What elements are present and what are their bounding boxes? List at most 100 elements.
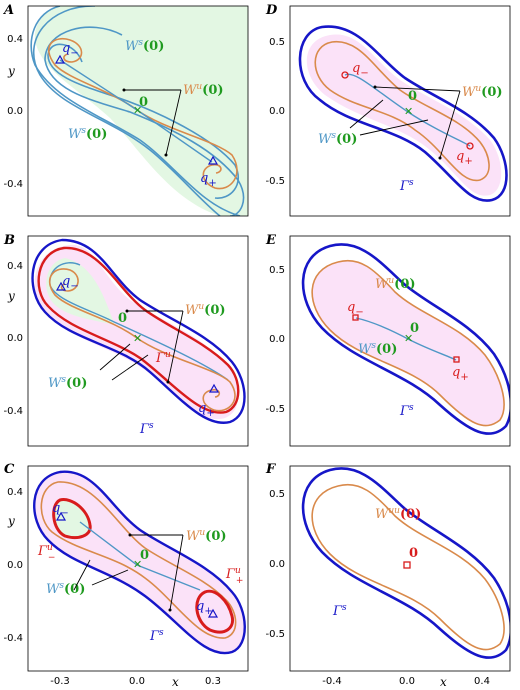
stable-manifold-label: Ws(0): [358, 341, 397, 357]
annotation-pointers: [124, 89, 182, 156]
unstable-manifold-curve: [314, 41, 490, 182]
unstable-manifold-curve: [311, 259, 505, 427]
panel-frame: [27, 465, 249, 672]
x-tick-label: 0.3: [205, 676, 221, 687]
saddle-zero-marker: ✕: [404, 105, 413, 118]
gamma-s-curve: [298, 25, 508, 202]
panel-frame: [27, 5, 249, 217]
panel-letter: E: [265, 233, 277, 248]
q-minus-label: q−: [62, 41, 79, 59]
y-tick-label: 0.5: [269, 489, 285, 500]
zero-label: 0: [408, 89, 417, 104]
y-tick-label: -0.5: [265, 404, 285, 415]
y-tick-label: 0.5: [269, 37, 285, 48]
unstable-manifold-curve: [136, 109, 238, 190]
panel-letter: F: [265, 462, 276, 477]
y-tick-label: -0.4: [3, 633, 23, 644]
panel-frame: [289, 5, 511, 217]
q-minus-label: q−: [347, 300, 364, 318]
equilibrium-q-plus-marker: [453, 356, 460, 363]
stable-manifold-curve: [344, 73, 471, 147]
q-minus-label: q−: [62, 274, 79, 292]
equilibrium-q-minus-marker: [341, 71, 349, 79]
zero-label: 0: [140, 548, 149, 563]
region-fill: [46, 258, 115, 325]
region-fill: [306, 34, 502, 196]
y-tick-label: -0.5: [265, 176, 285, 187]
equilibrium-q-plus-marker: [207, 608, 219, 618]
y-tick-label: 0.4: [7, 487, 23, 498]
panel-b: B 0.4 0.0 -0.4 y ✕ q− q+ 0 Wu(0) Ws(0) Γ…: [3, 233, 249, 447]
gamma-u-label: Γu: [155, 350, 171, 366]
x-tick-label: -0.3: [50, 676, 70, 687]
stable-manifold-curve: [33, 6, 221, 216]
equilibrium-q-plus-marker: [207, 155, 219, 165]
stable-manifold-label: Ws(0): [318, 131, 357, 147]
zero-label: 0: [409, 546, 418, 561]
gamma-s-curve: [301, 467, 510, 659]
equilibrium-q-plus-marker: [208, 383, 220, 393]
panel-c: C 0.4 0.0 -0.4 y -0.3 0.0 0.3 x ✕ q− q+ …: [3, 462, 249, 689]
y-tick-label: 0.0: [7, 560, 23, 571]
gamma-s-label: Γs: [399, 403, 414, 419]
panel-letter: D: [265, 3, 278, 18]
stable-manifold-label: Ws(0): [46, 581, 85, 597]
gamma-s-label: Γs: [399, 178, 414, 194]
y-tick-label: 0.5: [269, 265, 285, 276]
x-tick-label: 0.0: [399, 676, 415, 687]
gamma-s-curve: [33, 470, 246, 655]
panel-a: A 0.4 0.0 -0.4 y ✕ q− q+ 0 Ws(0) Ws(0) W…: [2, 3, 249, 217]
basin-fill: [34, 6, 248, 216]
y-tick-label: 0.0: [7, 106, 23, 117]
stable-manifold-curve: [30, 6, 241, 216]
equilibrium-q-minus-marker: [54, 54, 66, 64]
gamma-s-label: Γs: [332, 603, 347, 619]
saddle-zero-marker: ✕: [133, 558, 142, 571]
saddle-zero-marker: [403, 561, 411, 569]
zero-label: 0: [410, 321, 419, 336]
region-fill: [312, 260, 505, 426]
stable-manifold-curve: [49, 262, 229, 381]
x-tick-label: 0.4: [474, 676, 490, 687]
unstable-manifold-label: Wu(0): [186, 528, 227, 544]
x-axis-label: x: [172, 675, 179, 689]
stable-manifold-curve: [355, 317, 457, 361]
gamma-s-curve: [301, 243, 510, 435]
gamma-s-curve: [31, 238, 246, 424]
y-tick-label: 0.4: [7, 34, 23, 45]
q-minus-label: q−: [52, 501, 69, 519]
annotation-pointers: [349, 86, 461, 159]
equilibrium-q-minus-marker: [55, 511, 67, 521]
panel-letter: C: [4, 462, 15, 477]
unstable-manifold-label: Wu(0): [183, 82, 224, 98]
y-axis-label: y: [7, 64, 15, 78]
panel-f: F 0.5 0.0 -0.5 -0.4 0.0 0.4 x 0 Wuu(0) Γ…: [265, 462, 511, 689]
y-tick-label: 0.0: [269, 334, 285, 345]
panel-frame: [289, 465, 511, 672]
equilibrium-q-minus-marker: [352, 314, 359, 321]
stable-manifold-label: Ws(0): [48, 375, 87, 391]
gamma-u-plus-label: Γu +: [225, 566, 243, 586]
stable-manifold-label: Ws(0): [125, 38, 164, 54]
stable-manifold-curve: [79, 521, 201, 591]
panel-letter: A: [2, 3, 14, 18]
x-tick-label: -0.4: [322, 676, 342, 687]
zero-label: 0: [118, 311, 127, 326]
unstable-manifold-curve: [48, 38, 138, 111]
gamma-s-label: Γs: [149, 628, 164, 644]
y-tick-label: 0.0: [269, 106, 285, 117]
gamma-u-curve: [37, 246, 240, 414]
stable-manifold-curve: [44, 26, 245, 216]
y-tick-label: -0.4: [3, 406, 23, 417]
panel-e: E 0.5 0.0 -0.5 ✕ q− q+ 0 Wu(0) Ws(0) Γs: [265, 233, 511, 447]
y-axis-label: y: [7, 289, 15, 303]
unstable-manifold-curve: [311, 483, 505, 651]
y-tick-label: 0.0: [7, 333, 23, 344]
saddle-zero-marker: ✕: [133, 104, 142, 117]
y-tick-label: -0.5: [265, 629, 285, 640]
panel-d: D 0.5 0.0 -0.5 ✕ q− q+ 0 Wu(0) Ws(0) Γs: [265, 3, 511, 217]
saddle-zero-marker: ✕: [133, 332, 142, 345]
y-tick-label: 0.0: [269, 559, 285, 570]
q-plus-label: q+: [200, 171, 217, 189]
